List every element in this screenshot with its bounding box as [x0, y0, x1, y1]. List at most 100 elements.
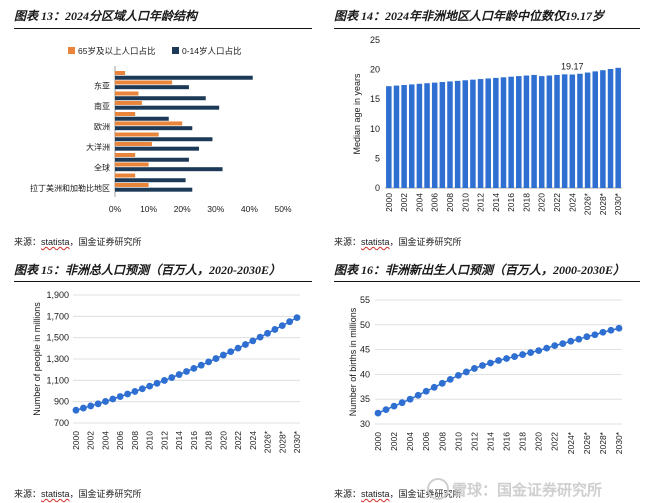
data-point: [278, 322, 286, 330]
x-tick-label: 2028*: [277, 430, 287, 453]
bar: [424, 83, 430, 188]
y-category-label: 大洋洲: [86, 142, 110, 152]
y-tick-label: 15: [370, 94, 380, 104]
bar: [115, 132, 159, 137]
source-link: statista: [361, 489, 390, 499]
x-tick-label: 2008: [437, 432, 447, 451]
data-point: [190, 364, 198, 372]
data-point: [414, 391, 422, 399]
bar: [485, 78, 491, 188]
bar: [561, 74, 568, 188]
x-tick-label: 2028*: [598, 192, 608, 215]
y-tick-label: 1,100: [46, 375, 69, 385]
bar: [508, 76, 514, 188]
data-point: [286, 318, 294, 326]
legend-label-65plus: 65岁及以上人口占比: [78, 46, 155, 56]
data-point: [390, 402, 398, 410]
bar: [523, 75, 530, 188]
data-point: [293, 314, 301, 322]
x-tick-label: 2020: [534, 432, 544, 451]
data-point: [446, 375, 454, 383]
bar: [546, 75, 553, 188]
y-tick-label: 900: [54, 397, 69, 407]
data-point: [519, 351, 526, 358]
panel-16-title: 图表 16：非洲新出生人口预测（百万人，2000-2030E）: [334, 263, 626, 277]
data-point: [503, 355, 510, 362]
bar: [516, 76, 522, 188]
y-tick-label: 50: [360, 320, 370, 330]
x-tick-label: 30%: [207, 204, 224, 214]
bar: [115, 141, 152, 146]
bar: [592, 71, 598, 188]
data-point: [212, 355, 220, 362]
data-point: [575, 335, 583, 343]
x-tick-label: 2010: [453, 432, 463, 451]
y-tick-label: 1,900: [46, 290, 69, 300]
bar: [462, 80, 469, 188]
x-tick-label: 2016: [506, 193, 516, 212]
x-tick-label: 2018: [518, 432, 528, 451]
y-tick-label: 25: [370, 35, 380, 45]
data-point: [406, 395, 414, 403]
data-point: [146, 382, 154, 390]
y-tick-label: 0: [375, 183, 380, 193]
legend-swatch-0-14: [172, 47, 179, 54]
x-tick-label: 0%: [109, 204, 122, 214]
y-tick-label: 700: [54, 418, 69, 428]
data-point: [551, 342, 559, 350]
x-tick-label: 2016: [502, 432, 512, 451]
x-tick-label: 2012: [476, 193, 486, 212]
x-tick-label: 2010: [460, 193, 470, 212]
bar: [577, 73, 583, 188]
data-point: [116, 393, 124, 400]
legend-swatch-65plus: [68, 47, 75, 54]
data-point: [242, 341, 249, 348]
data-point: [109, 395, 117, 403]
bar: [115, 105, 220, 110]
x-tick-label: 2028*: [598, 431, 608, 454]
bar: [115, 146, 199, 151]
bar: [431, 82, 438, 188]
bar: [115, 173, 136, 178]
x-tick-label: 2022: [233, 431, 243, 450]
x-tick-label: 2012: [159, 431, 169, 450]
panel-15-source: 来源：statista，国金证券研究所: [14, 487, 142, 500]
bar: [416, 83, 423, 188]
data-point: [249, 337, 257, 345]
x-tick-label: 2008: [445, 193, 455, 212]
x-tick-label: 2000: [373, 432, 383, 451]
panel-14-title: 图表 14：2024年非洲地区人口年龄中位数仅19.17岁: [334, 9, 605, 23]
data-point: [374, 409, 382, 417]
data-point: [607, 326, 615, 334]
data-point: [535, 347, 543, 354]
panel-15-title: 图表 15：非洲总人口预测（百万人，2020-2030E）: [14, 263, 282, 277]
data-point: [567, 337, 575, 345]
x-tick-label: 2030*: [292, 430, 302, 453]
bar: [115, 116, 169, 121]
panel-13-source: 来源：statista，国金证券研究所: [14, 235, 142, 248]
data-point: [479, 362, 486, 369]
x-tick-label: 2026*: [582, 431, 592, 454]
x-tick-label: 2006: [430, 193, 440, 212]
data-point: [438, 379, 446, 387]
data-point: [615, 324, 623, 332]
data-point: [79, 404, 87, 412]
bar: [493, 77, 499, 188]
bar: [115, 121, 183, 126]
x-tick-label: 2014: [485, 432, 495, 451]
bar: [115, 96, 206, 101]
bar: [386, 86, 392, 188]
data-point: [234, 344, 242, 352]
source-suffix: ，国金证券研究所: [69, 489, 142, 499]
data-point: [398, 399, 406, 407]
bar: [115, 91, 139, 96]
bar: [115, 75, 253, 80]
data-point: [495, 357, 502, 364]
panel-13-title: 图表 13：2024分区域人口年龄结构: [14, 9, 198, 23]
y-tick-label: 1,500: [46, 333, 69, 343]
bar: [600, 70, 606, 188]
bar: [569, 74, 576, 188]
source-prefix: 来源：: [334, 237, 362, 247]
x-tick-label: 2002: [399, 193, 409, 212]
panel-16-rule: [334, 281, 640, 282]
